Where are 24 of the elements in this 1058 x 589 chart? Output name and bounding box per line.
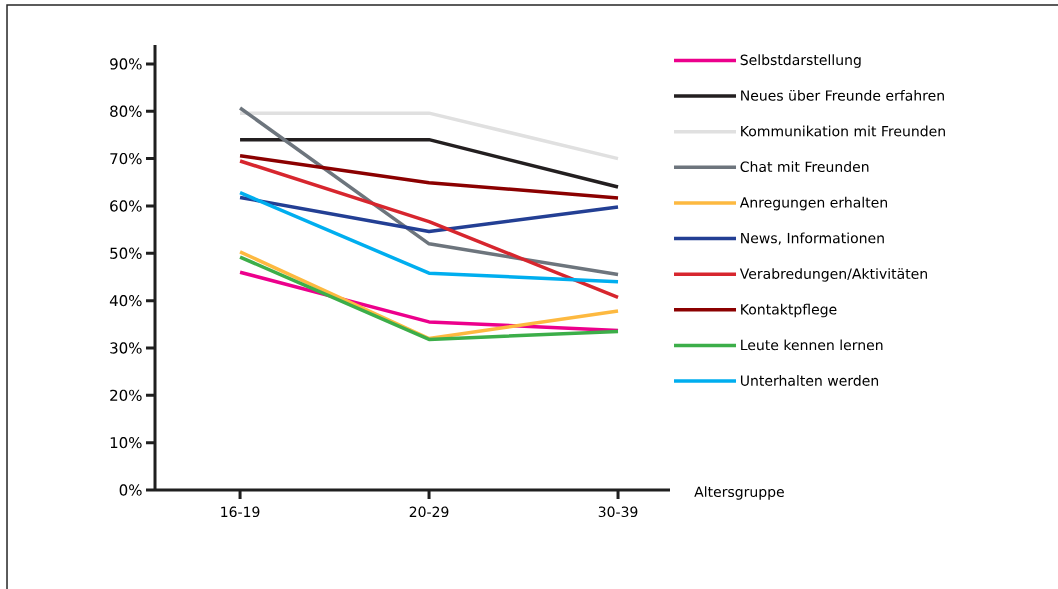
y-tick-label: 10% <box>110 436 142 449</box>
legend-label: Verabredungen/Aktivitäten <box>739 268 927 282</box>
legend-label: Selbstdarstellung <box>740 54 861 68</box>
y-tick-label: 90% <box>110 58 142 70</box>
legend-label: News, Informationen <box>741 232 884 245</box>
x-tick-label: 16-19 <box>221 506 260 518</box>
x-tick-label: 20-29 <box>409 506 449 518</box>
x-axis-title: Altersgruppe <box>694 486 784 500</box>
legend-label: Kontaktpflege <box>741 303 837 318</box>
y-tick-label: 20% <box>110 389 142 401</box>
y-tick-label: 80% <box>110 105 142 117</box>
y-tick-label: 30% <box>110 342 142 354</box>
x-tick-label: 30-39 <box>598 506 638 518</box>
y-tick-label: 70% <box>110 152 142 165</box>
y-tick-label: 40% <box>109 294 142 307</box>
legend-label: Chat mit Freunden <box>740 161 869 173</box>
legend-label: Leute kennen lernen <box>741 339 883 351</box>
legend-label: Anregungen erhalten <box>739 196 887 211</box>
y-tick-label: 60% <box>110 200 142 212</box>
legend-label: Neues über Freunde erfahren <box>741 89 944 101</box>
legend-label: Kommunikation mit Freunden <box>741 125 945 137</box>
y-tick-label: 50% <box>110 247 142 259</box>
legend-label: Unterhalten werden <box>740 375 879 386</box>
y-tick-label: 0% <box>119 484 142 496</box>
